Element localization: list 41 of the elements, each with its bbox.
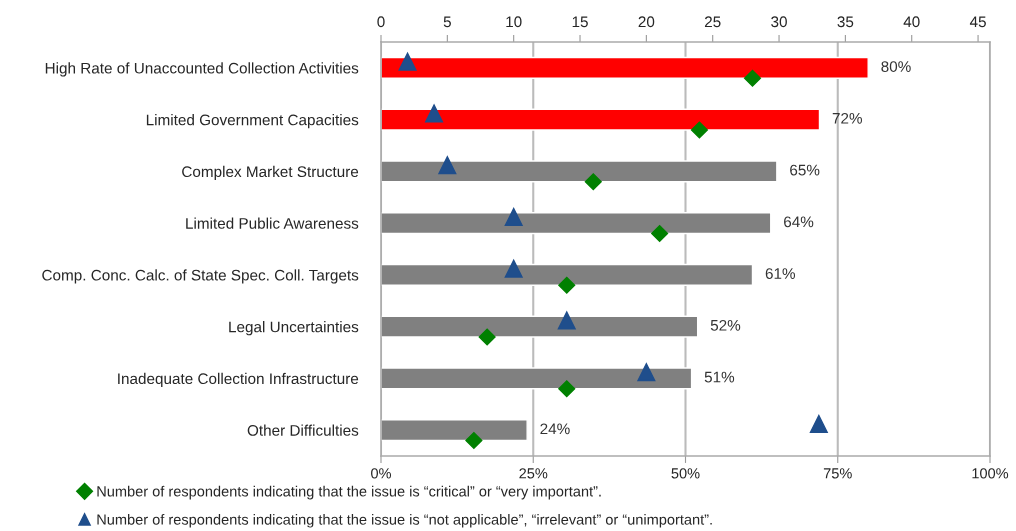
x2-tick-label: 10 [506,16,522,28]
y-tick-label: Comp. Conc. Calc. of State Spec. Coll. Targets [42,269,359,284]
y-tick-label: High Rate of Unaccounted Collection Activities [45,62,359,77]
data-label: 64% [784,216,814,228]
data-label: 51% [704,371,735,383]
bar [381,419,528,442]
data-label: 24% [540,423,570,435]
x2-tick-label: 20 [638,16,655,28]
x-tick-label: 0% [371,468,392,479]
data-label: 61% [765,268,796,279]
x2-tick-label: 5 [443,16,451,28]
x2-tick-label: 30 [771,16,787,28]
bar [381,56,869,79]
bar [381,108,821,131]
x2-tick-label: 40 [903,16,920,28]
x2-tick-label: 25 [704,16,721,28]
bar [381,212,772,235]
bar [381,263,754,286]
x-tick-label: 100% [972,468,1009,479]
x2-tick-label: 35 [837,16,854,28]
x-tick-label: 50% [671,468,700,479]
bar [381,315,699,338]
bar [381,160,778,183]
x2-tick-label: 45 [969,16,986,28]
x2-tick-label: 0 [377,16,385,28]
bar [381,367,693,390]
y-tick-label: Limited Government Capacities [146,114,359,129]
x-tick-label: 25% [519,468,548,479]
data-label: 52% [710,319,741,331]
x2-tick-label: 15 [572,16,588,28]
y-tick-label: Complex Market Structure [182,165,359,181]
x-tick-label: 75% [823,468,852,479]
y-tick-label: Other Difficulties [247,424,359,436]
y-tick-label: Inadequate Collection Infrastructure [118,372,359,388]
legend-label: Number of respondents indicating that the issue is “not applicable”, “irrelevant” or “unimportant”. [97,514,712,528]
data-label: 72% [832,112,863,124]
y-tick-label: Limited Public Awareness [186,217,359,229]
legend-label: Number of respondents indicating that the issue is “critical” or “very important”. [97,485,601,500]
data-label: 80% [881,61,911,72]
y-tick-label: Legal Uncertainties [229,321,359,336]
data-label: 65% [790,164,820,176]
